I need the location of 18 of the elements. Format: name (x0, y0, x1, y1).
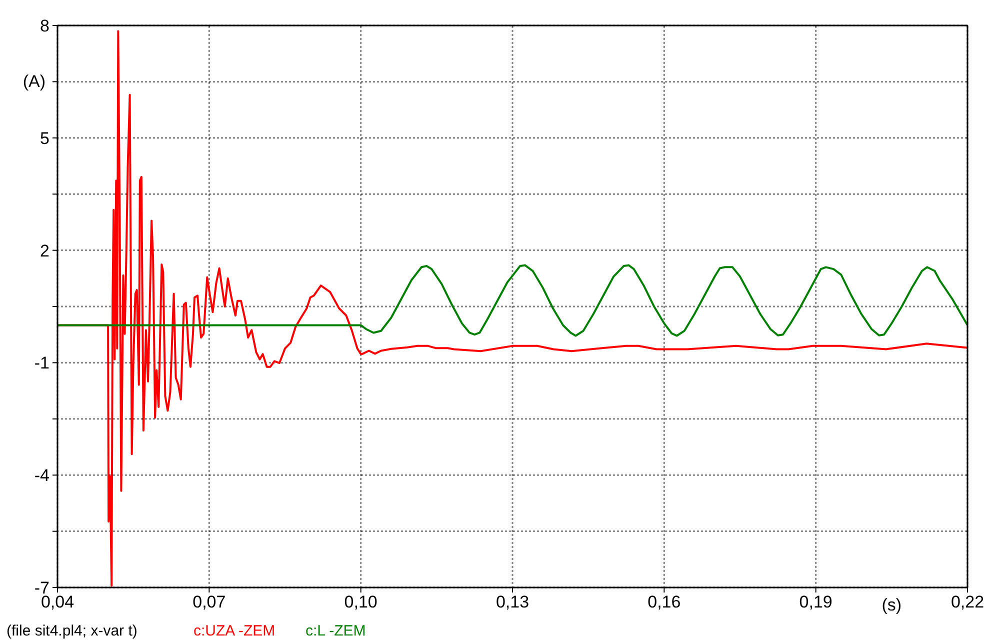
y-tick-label: 2 (40, 241, 50, 260)
x-tick-label: 0,16 (648, 592, 681, 612)
x-tick-label: 0,19 (799, 592, 832, 612)
x-tick-label: 0,13 (496, 592, 530, 612)
text: c:L -ZEM (306, 622, 366, 640)
text: c:UZA -ZEM (194, 622, 276, 640)
line-series (56, 264, 968, 337)
x-axis-title: (s) (882, 596, 902, 614)
x-tick-label: 0,22 (950, 592, 984, 612)
text: (file sit4.pl4; x-var t) (6, 622, 138, 640)
y-axis-title: (A) (22, 72, 46, 92)
x-tick-label: 0,10 (344, 592, 378, 612)
x-tick-label: 0,07 (192, 592, 226, 612)
y-tick-label: 5 (40, 128, 50, 148)
y-tick-label: -1 (34, 354, 50, 373)
y-tick-label: -4 (34, 466, 50, 486)
x-tick-label: 0,04 (40, 592, 74, 612)
y-tick-label: 8 (40, 16, 50, 36)
